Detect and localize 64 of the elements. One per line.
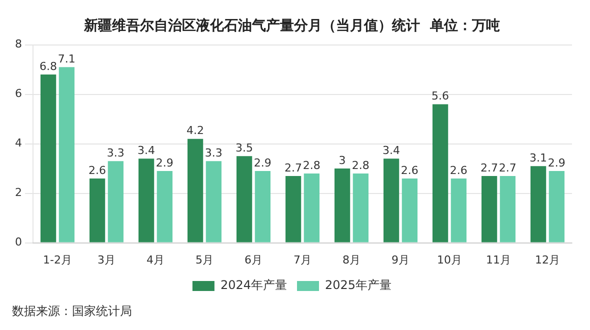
x-tick-label: 7月: [294, 253, 312, 266]
data-label: 3.3: [106, 146, 124, 160]
bar: [432, 104, 448, 242]
data-label: 3: [338, 154, 346, 167]
data-label: 2.9: [254, 156, 272, 170]
legend-label: 2024年产量: [220, 278, 288, 292]
bar: [108, 161, 124, 242]
data-label: 2.8: [352, 158, 370, 172]
x-tick-label: 10月: [437, 253, 462, 266]
bar: [450, 178, 466, 242]
data-label: 3.5: [236, 142, 254, 155]
x-tick-label: 12月: [535, 253, 560, 266]
x-tick-label: 1-2月: [43, 253, 72, 266]
bar: [500, 176, 516, 242]
bar: [188, 138, 204, 242]
bar: [156, 171, 172, 242]
y-tick-label: 6: [15, 87, 22, 100]
bar: [286, 176, 302, 242]
bar: [402, 178, 418, 242]
data-label: 2.6: [88, 164, 106, 177]
data-label: 3.3: [204, 146, 222, 160]
bar: [482, 176, 498, 242]
bar: [384, 158, 400, 242]
y-tick-label: 2: [15, 186, 22, 200]
data-label: 7.1: [58, 52, 76, 66]
bar: [90, 178, 106, 242]
data-label: 2.9: [156, 156, 174, 170]
data-label: 2.6: [400, 164, 418, 177]
bar: [236, 156, 252, 242]
bar: [548, 171, 564, 242]
data-label: 4.2: [186, 124, 204, 138]
x-tick-label: 4月: [146, 253, 164, 266]
x-tick-label: 8月: [342, 253, 360, 266]
bar: [530, 166, 546, 242]
data-label: 2.8: [302, 158, 320, 172]
chart-title: 新疆维吾尔自治区液化石油气产量分月（当月值）统计 单位：万吨: [83, 17, 500, 34]
data-label: 6.8: [40, 60, 58, 73]
bar: [40, 74, 56, 242]
bar: [206, 161, 222, 242]
data-label: 2.7: [480, 161, 498, 174]
data-label: 2.6: [450, 164, 468, 177]
bar: [254, 171, 270, 242]
bar: [138, 158, 154, 242]
legend-label: 2025年产量: [325, 278, 392, 292]
data-label: 3.4: [138, 144, 156, 158]
data-label: 3.1: [530, 151, 548, 164]
x-tick-label: 9月: [392, 253, 410, 266]
x-tick-label: 3月: [98, 253, 116, 266]
bar: [304, 174, 320, 242]
x-tick-label: 5月: [196, 253, 214, 266]
y-tick-label: 8: [15, 38, 22, 51]
data-label: 2.9: [548, 156, 566, 170]
x-tick-label: 6月: [244, 253, 262, 266]
y-tick-label: 4: [15, 136, 22, 150]
bar: [334, 168, 350, 242]
data-label: 2.7: [284, 161, 302, 174]
bar: [58, 67, 74, 242]
data-label: 2.7: [498, 161, 516, 174]
x-tick-label: 11月: [486, 253, 511, 266]
y-tick-label: 0: [15, 236, 22, 249]
source-note: 数据来源：国家统计局: [12, 304, 132, 318]
data-label: 3.4: [382, 144, 400, 158]
bar: [352, 174, 368, 242]
data-label: 5.6: [432, 90, 450, 103]
